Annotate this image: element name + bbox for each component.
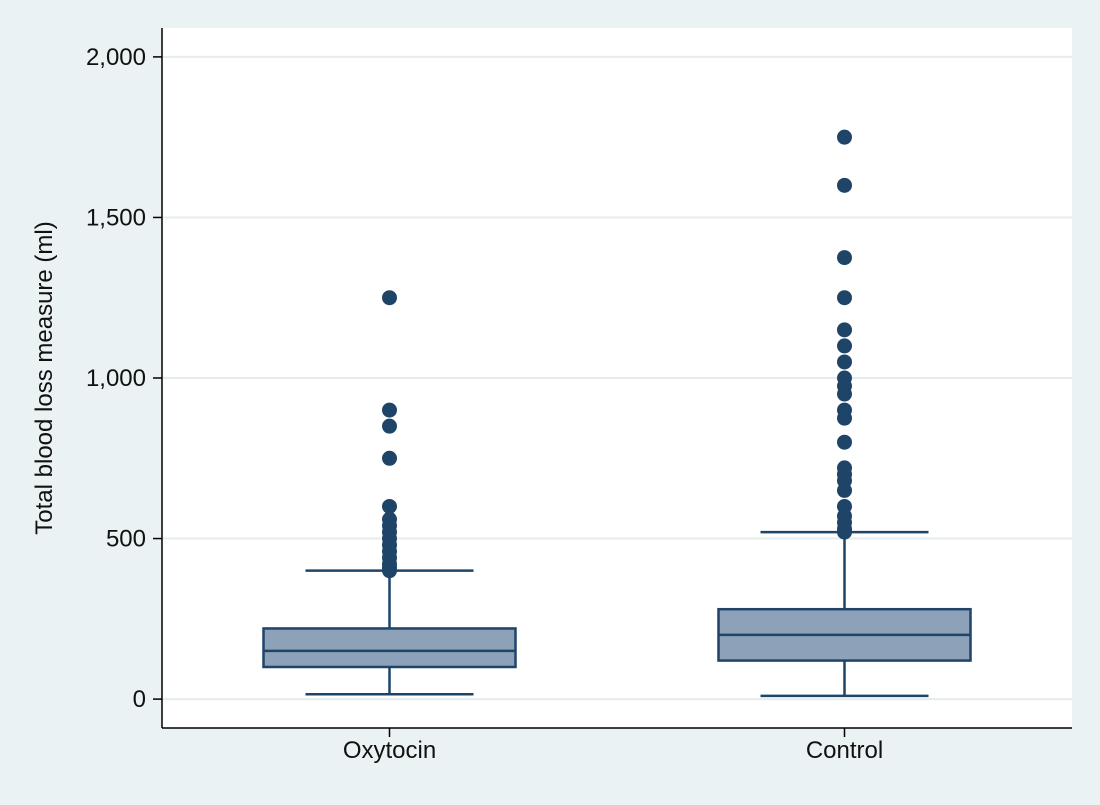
outlier-point <box>837 322 852 338</box>
outlier-point <box>837 338 852 354</box>
outlier-point <box>382 498 397 514</box>
boxes <box>262 129 972 698</box>
outlier-point <box>837 370 852 386</box>
outlier-point <box>382 511 397 527</box>
y-tick-label: 500 <box>106 526 146 553</box>
outlier-point <box>382 402 397 418</box>
iqr-box <box>262 627 517 669</box>
outlier-point <box>837 402 852 418</box>
outlier-point <box>382 450 397 466</box>
y-tick-label: 2,000 <box>86 44 146 71</box>
x-tick-label: Oxytocin <box>343 737 436 764</box>
gridlines <box>162 55 1072 701</box>
y-tick-label: 1,000 <box>86 365 146 392</box>
x-tick-label: Control <box>806 737 883 764</box>
outlier-point <box>837 434 852 450</box>
y-tick-label: 0 <box>133 686 146 713</box>
outlier-point <box>837 250 852 266</box>
outlier-point <box>382 418 397 434</box>
y-axis-label: Total blood loss measure (ml) <box>31 221 58 534</box>
box-control <box>717 129 972 698</box>
box-oxytocin <box>262 290 517 696</box>
outlier-point <box>382 290 397 306</box>
outlier-point <box>837 354 852 370</box>
outlier-point <box>837 129 852 145</box>
outlier-point <box>837 498 852 514</box>
outlier-point <box>837 290 852 306</box>
outlier-point <box>837 460 852 476</box>
y-tick-label: 1,500 <box>86 204 146 231</box>
outlier-point <box>837 177 852 193</box>
y-ticks: 0 500 1,000 1,500 2,000 <box>86 44 162 713</box>
x-ticks: Oxytocin Control <box>343 728 883 764</box>
